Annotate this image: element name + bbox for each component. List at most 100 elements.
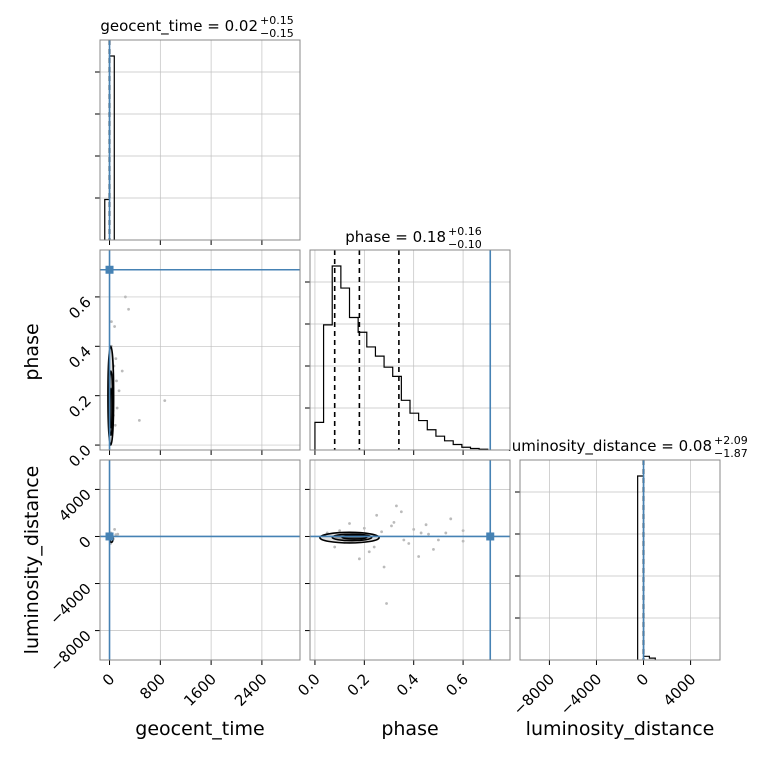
x-tick-label-geocent-time: 2400 (231, 670, 271, 710)
x-tick-label-luminosity-distance: −4000 (557, 670, 606, 719)
sample-point (115, 379, 118, 383)
sample-point (461, 529, 465, 532)
panel-frame (309, 459, 511, 661)
panel-frame (519, 459, 721, 661)
panel-frame (99, 459, 301, 661)
truth-marker (486, 532, 495, 541)
sample-point (461, 539, 465, 543)
sample-point (392, 520, 396, 524)
title-geocent-time: geocent_time = 0.02 +0.15 −0.15 (100, 14, 293, 40)
title-luminosity-distance-main: luminosity_distance = 0.08 (508, 437, 712, 456)
ylabel-phase: phase (21, 323, 43, 380)
sample-point (427, 532, 430, 536)
panel-hist-geocent-time (95, 39, 301, 245)
sample-point (116, 532, 120, 536)
sample-point (424, 523, 428, 527)
sample-point (163, 399, 167, 403)
title-phase: phase = 0.18 +0.16 −0.10 (345, 225, 482, 251)
histogram-luminosity-distance (637, 475, 656, 660)
sample-point (123, 295, 127, 299)
sample-point (357, 557, 361, 561)
title-luminosity-distance-sub: −1.87 (714, 447, 748, 460)
title-phase-sup: +0.16 (448, 225, 482, 238)
panel-bg (100, 460, 300, 660)
sample-point (449, 517, 453, 521)
sample-point (113, 423, 117, 427)
x-tick-label-phase: 0.6 (442, 670, 472, 700)
y-tick-label-luminosity-distance: −4000 (46, 580, 95, 629)
title-phase-sub: −0.10 (448, 238, 482, 251)
sample-point (395, 504, 398, 508)
sample-point (113, 528, 117, 531)
sample-point (399, 510, 403, 514)
sample-point (412, 528, 416, 531)
sample-point (444, 531, 448, 535)
title-geocent-time-sup: +0.15 (260, 14, 294, 27)
panel-frame (309, 249, 511, 451)
title-phase-main: phase = 0.18 (345, 228, 446, 246)
sample-point (115, 406, 119, 410)
panel-content (100, 250, 300, 450)
x-tick-label-phase: 0.4 (393, 670, 423, 700)
title-luminosity-distance-sup: +2.09 (714, 434, 748, 447)
sample-point (436, 538, 440, 542)
sample-point (137, 418, 141, 422)
sample-point (127, 307, 130, 311)
xlabel-luminosity-distance: luminosity_distance (526, 718, 715, 740)
panel-content (310, 460, 510, 660)
title-luminosity-distance: luminosity_distance = 0.08 +2.09 −1.87 (508, 434, 748, 460)
sample-point (380, 530, 384, 534)
sample-point (113, 325, 117, 328)
panel-frame (99, 249, 301, 451)
panel-2d-luminosity-distance-vs-geocent-time: 0 800 1600 2400 −8000−4000 0 4000 (46, 459, 301, 710)
y-tick-label-phase: 0.4 (65, 342, 95, 372)
sample-point (362, 526, 366, 530)
sample-point (382, 565, 386, 569)
x-tick-label-geocent-time: 1600 (180, 670, 220, 710)
panel-hist-phase (305, 249, 511, 455)
x-tick-label-geocent-time: 800 (136, 670, 169, 703)
sample-point (390, 524, 393, 528)
y-tick-label-luminosity-distance: 0 (75, 533, 94, 552)
sample-point (117, 389, 121, 393)
sample-point (432, 548, 435, 551)
x-tick-label-geocent-time: 0 (99, 670, 118, 689)
y-tick-label-phase: 0.6 (65, 293, 95, 323)
x-tick-label-luminosity-distance: −8000 (510, 670, 559, 719)
histogram-phase (314, 265, 489, 450)
panel-hist-luminosity-distance: −8000−4000 0 4000 (510, 459, 721, 719)
title-geocent-time-sub: −0.15 (260, 27, 294, 40)
ylabel-luminosity-distance: luminosity_distance (21, 466, 43, 655)
sample-point (333, 545, 337, 549)
sample-point (375, 513, 379, 517)
x-tick-label-luminosity-distance: 4000 (660, 670, 700, 710)
y-tick-label-luminosity-distance: −8000 (46, 627, 95, 676)
sample-point (110, 320, 113, 324)
sample-point (120, 369, 124, 373)
sample-point (367, 550, 371, 554)
sample-point (419, 531, 423, 535)
panel-bg (310, 460, 510, 660)
y-tick-label-phase: 0.2 (65, 392, 95, 422)
panel-bg (100, 40, 300, 240)
sample-point (114, 357, 118, 361)
sample-point (385, 602, 388, 605)
xlabel-phase: phase (381, 718, 438, 740)
xlabel-geocent-time: geocent_time (135, 718, 264, 740)
title-geocent-time-main: geocent_time = 0.02 (100, 17, 258, 36)
sample-point (372, 545, 376, 549)
sample-point (417, 555, 421, 558)
panel-bg (520, 460, 720, 660)
panel-2d-luminosity-distance-vs-phase: 0.0 0.2 0.4 0.6 (294, 459, 511, 700)
y-tick-label-phase: 0.0 (65, 441, 95, 471)
panel-bg (310, 250, 510, 450)
y-tick-label-luminosity-distance: 4000 (55, 486, 95, 526)
sample-point (402, 538, 406, 542)
x-tick-label-phase: 0.2 (344, 670, 374, 700)
truth-marker (105, 265, 114, 274)
x-tick-label-luminosity-distance: 0 (633, 670, 652, 689)
x-tick-label-phase: 0.0 (294, 670, 324, 700)
sample-point (338, 529, 342, 532)
